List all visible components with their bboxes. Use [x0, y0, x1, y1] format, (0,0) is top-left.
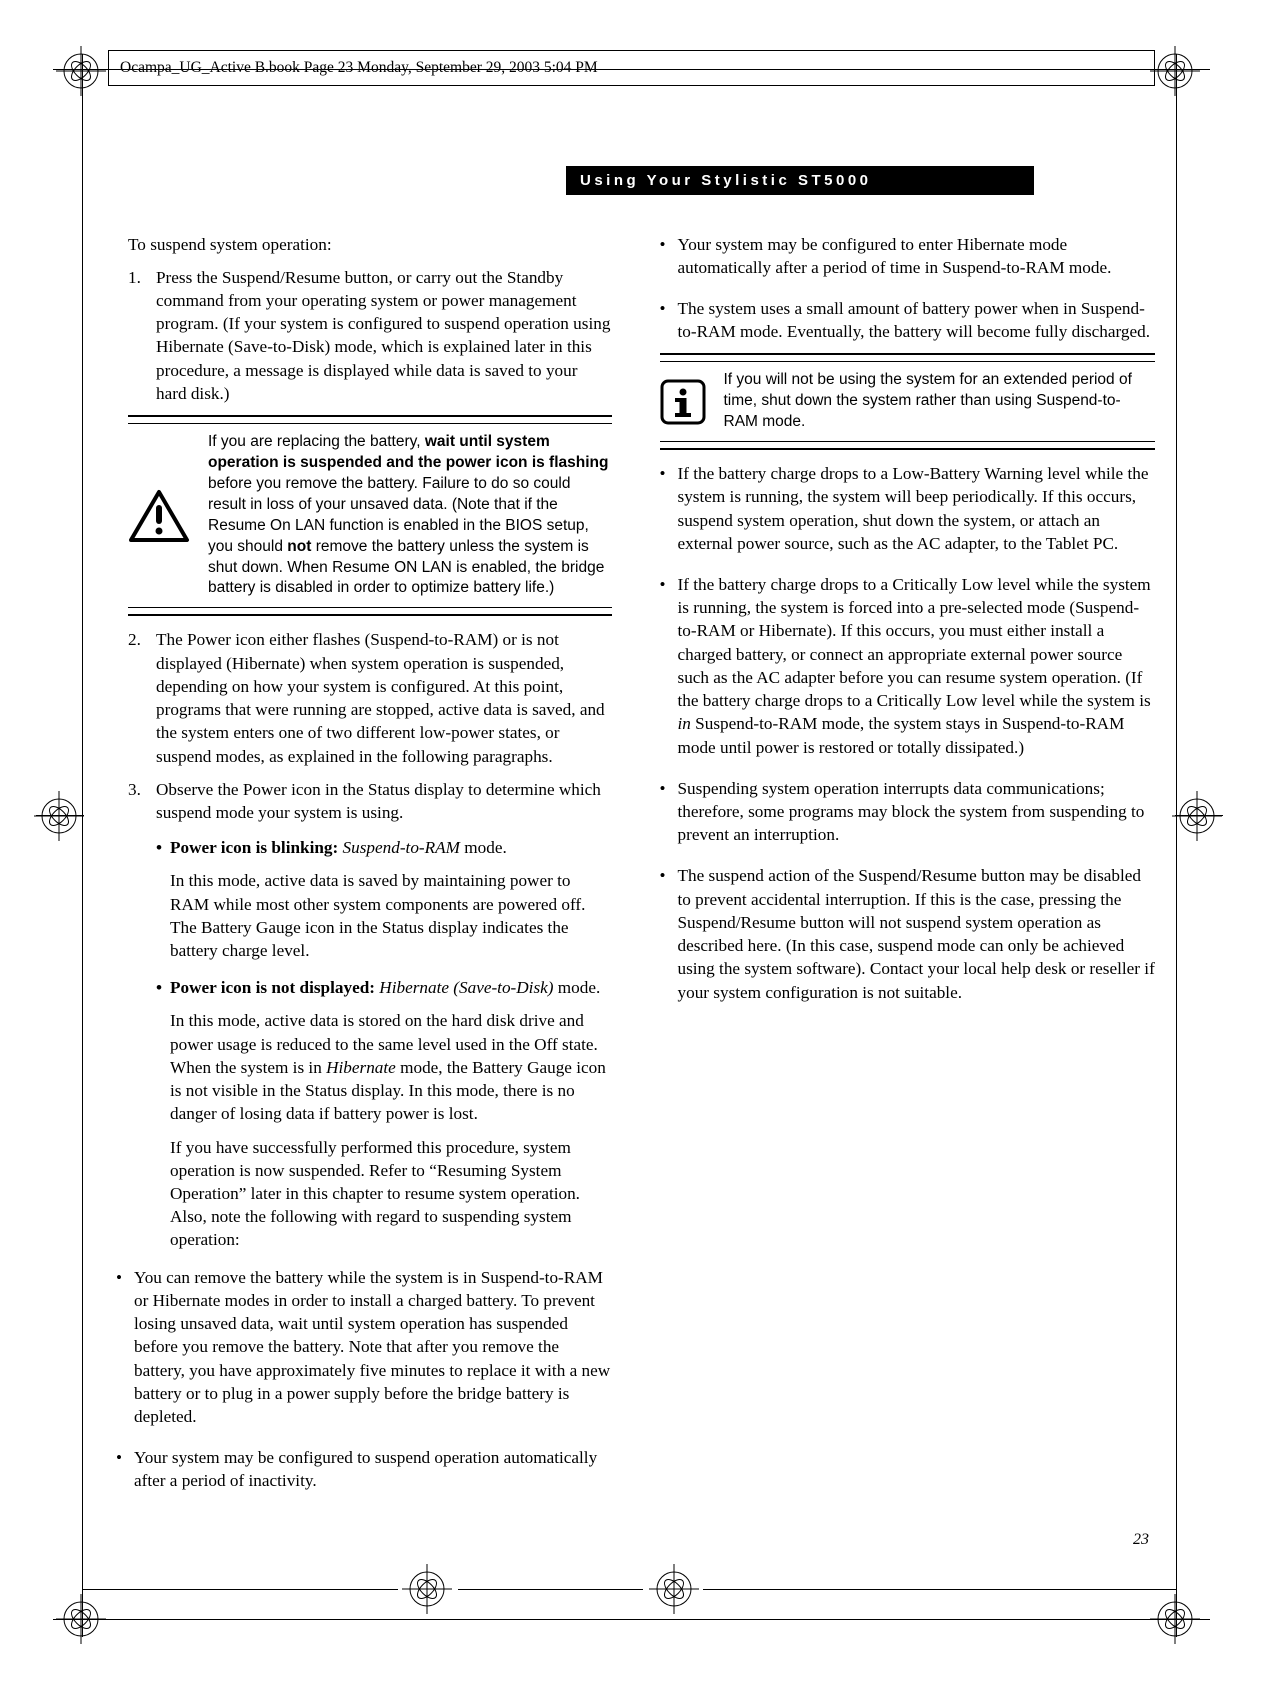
registration-mark-icon: [52, 42, 110, 100]
body-columns: To suspend system operation: 1. Press th…: [108, 233, 1155, 1513]
state-desc: In this mode, active data is stored on t…: [170, 1009, 612, 1125]
step-text: Observe the Power icon in the Status dis…: [156, 780, 601, 822]
registration-mark-icon: [398, 1560, 456, 1618]
info-callout: If you will not be using the system for …: [660, 353, 1156, 450]
page: Ocampa_UG_Active B.book Page 23 Monday, …: [108, 50, 1155, 1549]
step-number: 2.: [128, 628, 141, 651]
warning-callout: If you are replacing the battery, wait u…: [128, 415, 612, 616]
step-number: 1.: [128, 266, 141, 289]
note-item: If the battery charge drops to a Critica…: [660, 573, 1156, 759]
step-3: 3. Observe the Power icon in the Status …: [128, 778, 612, 1252]
step-number: 3.: [128, 778, 141, 801]
power-icon-states: Power icon is blinking: Suspend-to-RAM m…: [156, 836, 612, 1252]
registration-mark-icon: [1168, 787, 1226, 845]
registration-mark-icon: [645, 1560, 703, 1618]
registration-mark-icon: [30, 787, 88, 845]
intro-text: To suspend system operation:: [128, 233, 612, 256]
registration-mark-icon: [1146, 1590, 1204, 1648]
crop-line: [53, 1619, 1210, 1620]
state-desc: In this mode, active data is saved by ma…: [170, 869, 612, 962]
notes-list-cont: If the battery charge drops to a Low-Bat…: [652, 462, 1156, 1004]
info-icon: [660, 379, 706, 425]
crop-line: [1176, 54, 1177, 1637]
note-item: Suspending system operation interrupts d…: [660, 777, 1156, 847]
note-item: You can remove the battery while the sys…: [116, 1266, 612, 1429]
print-job-header: Ocampa_UG_Active B.book Page 23 Monday, …: [108, 50, 1155, 86]
registration-mark-icon: [52, 1590, 110, 1648]
note-item: If the battery charge drops to a Low-Bat…: [660, 462, 1156, 555]
section-title-bar: Using Your Stylistic ST5000: [566, 166, 1034, 195]
step-1: 1. Press the Suspend/Resume button, or c…: [128, 266, 612, 405]
step-2: 2. The Power icon either flashes (Suspen…: [128, 628, 612, 767]
state-desc: If you have successfully performed this …: [170, 1136, 612, 1252]
crop-tick: [83, 1589, 398, 1590]
note-item: The system uses a small amount of batter…: [660, 297, 1156, 343]
warning-icon: [128, 489, 190, 543]
state-blinking: Power icon is blinking: Suspend-to-RAM m…: [156, 836, 612, 962]
step-text: Press the Suspend/Resume button, or carr…: [156, 268, 610, 403]
procedure-list: 1. Press the Suspend/Resume button, or c…: [128, 266, 612, 405]
warning-text: If you are replacing the battery, wait u…: [208, 432, 612, 599]
procedure-list-cont: 2. The Power icon either flashes (Suspen…: [128, 628, 612, 1251]
note-item: The suspend action of the Suspend/Resume…: [660, 864, 1156, 1003]
note-item: Your system may be configured to enter H…: [660, 233, 1156, 279]
info-text: If you will not be using the system for …: [724, 370, 1156, 433]
note-item: Your system may be configured to suspend…: [116, 1446, 612, 1492]
state-not-displayed: Power icon is not displayed: Hibernate (…: [156, 976, 612, 1251]
page-number: 23: [108, 1531, 1155, 1549]
crop-tick: [703, 1589, 1176, 1590]
step-text: The Power icon either flashes (Suspend-t…: [156, 630, 605, 765]
crop-line: [82, 54, 83, 1637]
crop-tick: [458, 1589, 643, 1590]
